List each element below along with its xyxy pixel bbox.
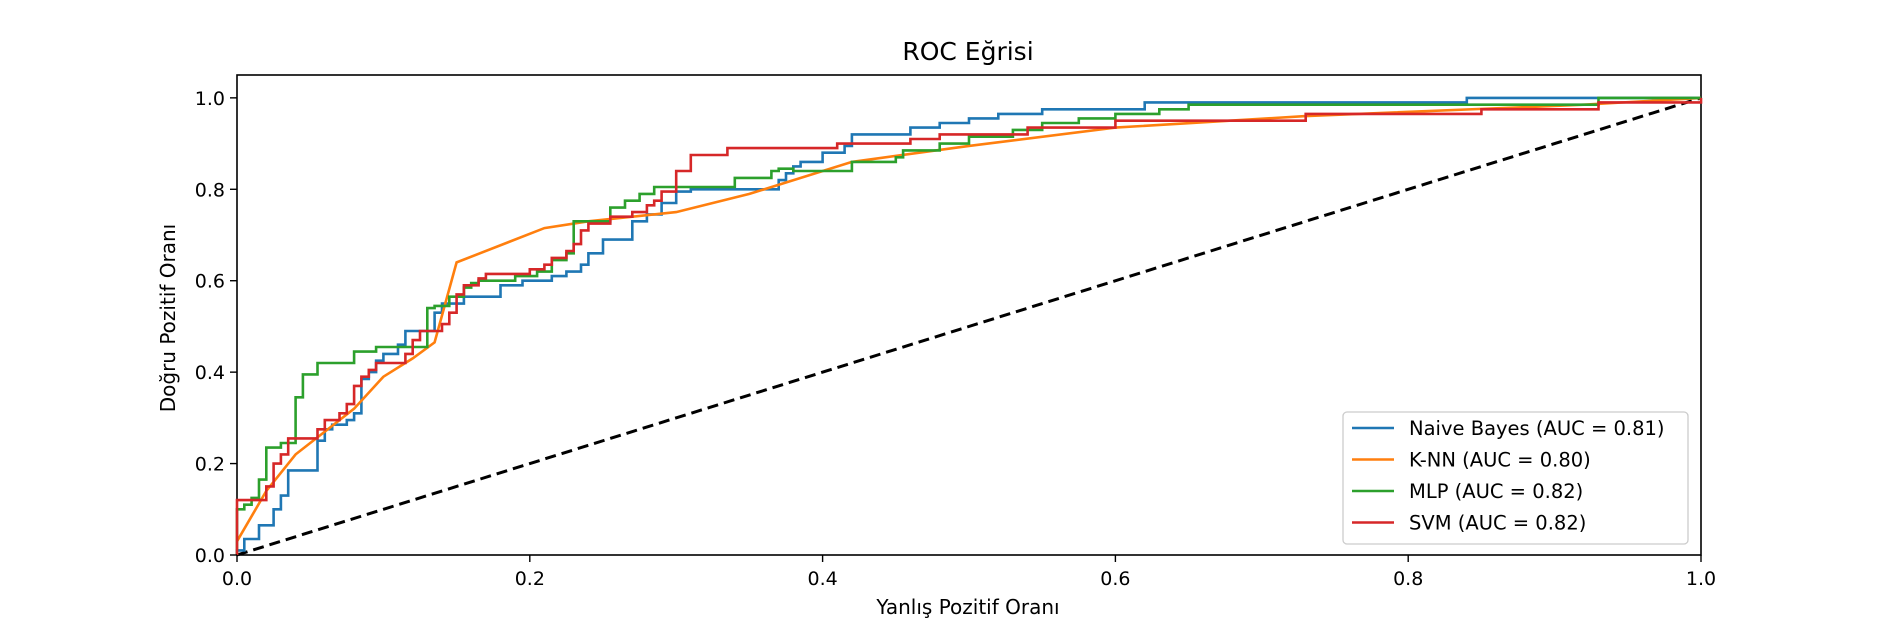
series-layer — [235, 96, 1703, 557]
legend-label: MLP (AUC = 0.82) — [1409, 480, 1583, 503]
legend-label: Naive Bayes (AUC = 0.81) — [1409, 417, 1665, 440]
y-tick-label: 0.8 — [195, 179, 225, 201]
legend-label: K-NN (AUC = 0.80) — [1409, 449, 1591, 472]
x-axis-label: Yanlış Pozitif Oranı — [875, 595, 1059, 619]
x-tick-label: 0.4 — [807, 568, 837, 590]
legend: Naive Bayes (AUC = 0.81) K-NN (AUC = 0.80… — [1342, 411, 1689, 545]
x-tick-label: 0.0 — [222, 568, 252, 590]
y-axis-label: Doğru Pozitif Oranı — [156, 224, 180, 412]
series-line-mlp — [235, 96, 1701, 555]
y-tick-label: 0.0 — [195, 545, 225, 567]
x-tick-label: 1.0 — [1686, 568, 1716, 590]
reference-diagonal-line — [236, 96, 1702, 557]
x-tick-label: 0.2 — [515, 568, 545, 590]
plot-area — [235, 74, 1703, 557]
y-tick-label: 0.4 — [195, 362, 225, 384]
series-line-svm — [235, 97, 1703, 555]
y-axis: 0.0 0.2 0.4 0.6 0.8 1.0 — [195, 88, 237, 567]
legend-box — [1342, 411, 1689, 545]
legend-items: Naive Bayes (AUC = 0.81) K-NN (AUC = 0.80… — [1352, 417, 1665, 535]
y-tick-label: 1.0 — [195, 88, 225, 110]
plot-frame — [236, 74, 1702, 556]
x-tick-label: 0.6 — [1100, 568, 1130, 590]
y-tick-label: 0.2 — [195, 454, 225, 476]
legend-label: SVM (AUC = 0.82) — [1409, 512, 1586, 535]
chart-title: ROC Eğrisi — [902, 37, 1033, 66]
x-tick-label: 0.8 — [1393, 568, 1423, 590]
y-tick-label: 0.6 — [195, 271, 225, 293]
x-axis: 0.0 0.2 0.4 0.6 0.8 1.0 — [222, 555, 1716, 590]
